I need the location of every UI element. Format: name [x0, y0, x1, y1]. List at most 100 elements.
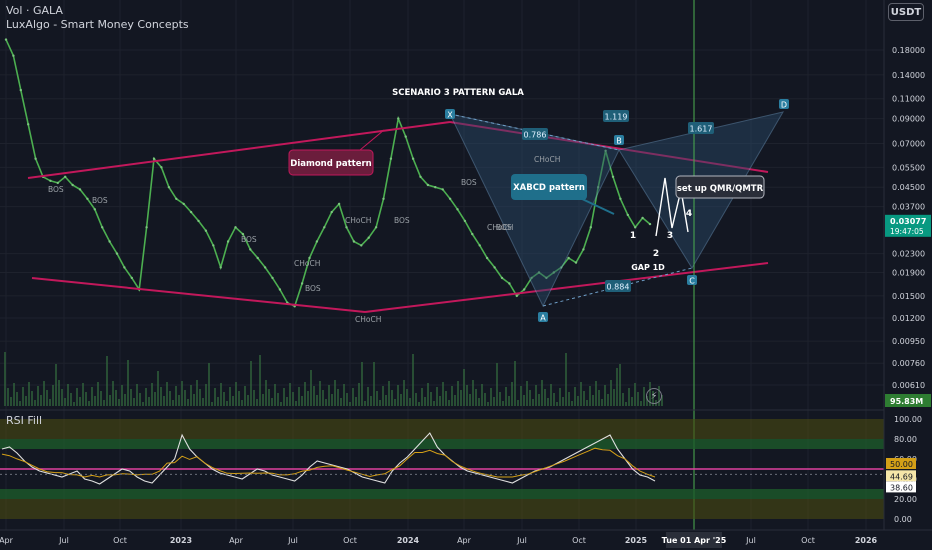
- price-point: [189, 210, 193, 214]
- price-point: [330, 210, 333, 214]
- currency-button[interactable]: USDT: [888, 3, 924, 21]
- price-point: [27, 123, 30, 126]
- rsi-overbought-zone: [0, 419, 884, 439]
- time-tick-label: 2025: [625, 536, 648, 545]
- price-tick-label: 0.01200: [892, 314, 925, 323]
- volume-bar: [511, 382, 513, 406]
- volume-bar: [25, 396, 27, 406]
- price-point: [485, 256, 489, 260]
- volume-bar: [442, 382, 444, 406]
- volume-bar: [247, 395, 249, 406]
- volume-bar: [181, 381, 183, 406]
- volume-bar: [337, 389, 339, 406]
- volume-bar: [421, 388, 423, 406]
- volume-bar: [466, 385, 468, 406]
- price-tick-label: 0.01900: [892, 269, 925, 278]
- price-point: [641, 216, 644, 220]
- price-point: [167, 186, 171, 189]
- volume-bar: [463, 369, 465, 406]
- volume-bar: [301, 396, 303, 406]
- price-point: [360, 244, 363, 247]
- price-point: [648, 222, 652, 226]
- volume-bar: [361, 362, 363, 406]
- volume-bar: [541, 380, 543, 406]
- volume-bar: [262, 394, 264, 406]
- price-point: [308, 256, 311, 260]
- volume-bar: [154, 392, 156, 406]
- volume-bar: [451, 386, 453, 406]
- volume-bar: [409, 398, 411, 406]
- price-point: [19, 88, 22, 92]
- rsi-ma-line: [1, 447, 656, 478]
- volume-bar: [568, 392, 570, 406]
- price-tick-label: 0.09000: [892, 115, 925, 124]
- volume-bar: [634, 383, 636, 406]
- volume-bar: [457, 381, 459, 406]
- ratio-label: 1.119: [605, 113, 628, 122]
- smc-label: CHoCH: [487, 223, 513, 232]
- volume-bar: [415, 393, 417, 406]
- volume-bar: [97, 382, 99, 406]
- volume-bar: [235, 382, 237, 406]
- price-point: [611, 175, 615, 178]
- pattern-point-label: A: [540, 314, 546, 323]
- time-tick-label: 2024: [397, 536, 420, 545]
- volume-bar: [622, 393, 624, 406]
- volume-bar: [532, 399, 534, 406]
- volume-bar: [52, 385, 54, 406]
- volume-bar: [583, 391, 585, 406]
- date-cursor-badge: [666, 532, 722, 548]
- volume-bar: [109, 395, 111, 406]
- volume-bar: [439, 396, 441, 406]
- price-point: [278, 288, 282, 291]
- diamond-callout-text: Diamond pattern: [290, 159, 371, 169]
- price-point: [367, 236, 370, 239]
- volume-bar: [241, 400, 243, 406]
- volume-bar: [385, 395, 387, 406]
- volume-bar: [7, 388, 9, 406]
- volume-bar: [268, 389, 270, 406]
- price-point: [63, 175, 67, 178]
- volume-bar: [253, 390, 255, 406]
- volume-bar: [538, 394, 540, 406]
- volume-bar: [394, 399, 396, 406]
- volume-bar: [349, 402, 351, 406]
- volume-bar: [67, 384, 69, 406]
- volume-bar: [625, 402, 627, 406]
- volume-bar: [496, 363, 498, 406]
- smc-label: CHoCH: [345, 216, 371, 225]
- volume-bar: [631, 397, 633, 406]
- volume-bar: [16, 392, 18, 406]
- price-point: [404, 135, 407, 138]
- price-point: [4, 38, 8, 41]
- volume-bar: [76, 388, 78, 406]
- price-point: [411, 157, 415, 160]
- volume-bar: [595, 381, 597, 406]
- volume-bar: [214, 388, 216, 406]
- volume-bar: [334, 380, 336, 406]
- price-point: [582, 248, 585, 251]
- volume-bar: [523, 395, 525, 406]
- volume-bar: [589, 386, 591, 406]
- price-point: [78, 188, 82, 191]
- volume-bar: [550, 384, 552, 406]
- price-tick-label: 0.00760: [892, 359, 925, 368]
- volume-bar: [367, 387, 369, 406]
- price-point: [175, 197, 178, 200]
- lightning-icon[interactable]: ⚡: [646, 388, 662, 404]
- volume-bar: [460, 390, 462, 406]
- volume-bar: [124, 394, 126, 406]
- countdown-label: 19:47:05: [890, 227, 924, 236]
- volume-bar: [313, 386, 315, 406]
- price-tick-label: 0.18000: [892, 46, 925, 55]
- price-point: [249, 248, 252, 251]
- wave-number: 3: [667, 231, 673, 241]
- smc-label: BOS: [461, 178, 477, 187]
- time-tick-label: Oct: [343, 536, 357, 545]
- price-point: [108, 240, 111, 243]
- time-tick-label: 2026: [855, 536, 878, 545]
- price-tick-label: 0.01500: [892, 292, 925, 301]
- time-tick-label: Oct: [113, 536, 127, 545]
- volume-bar: [145, 388, 147, 406]
